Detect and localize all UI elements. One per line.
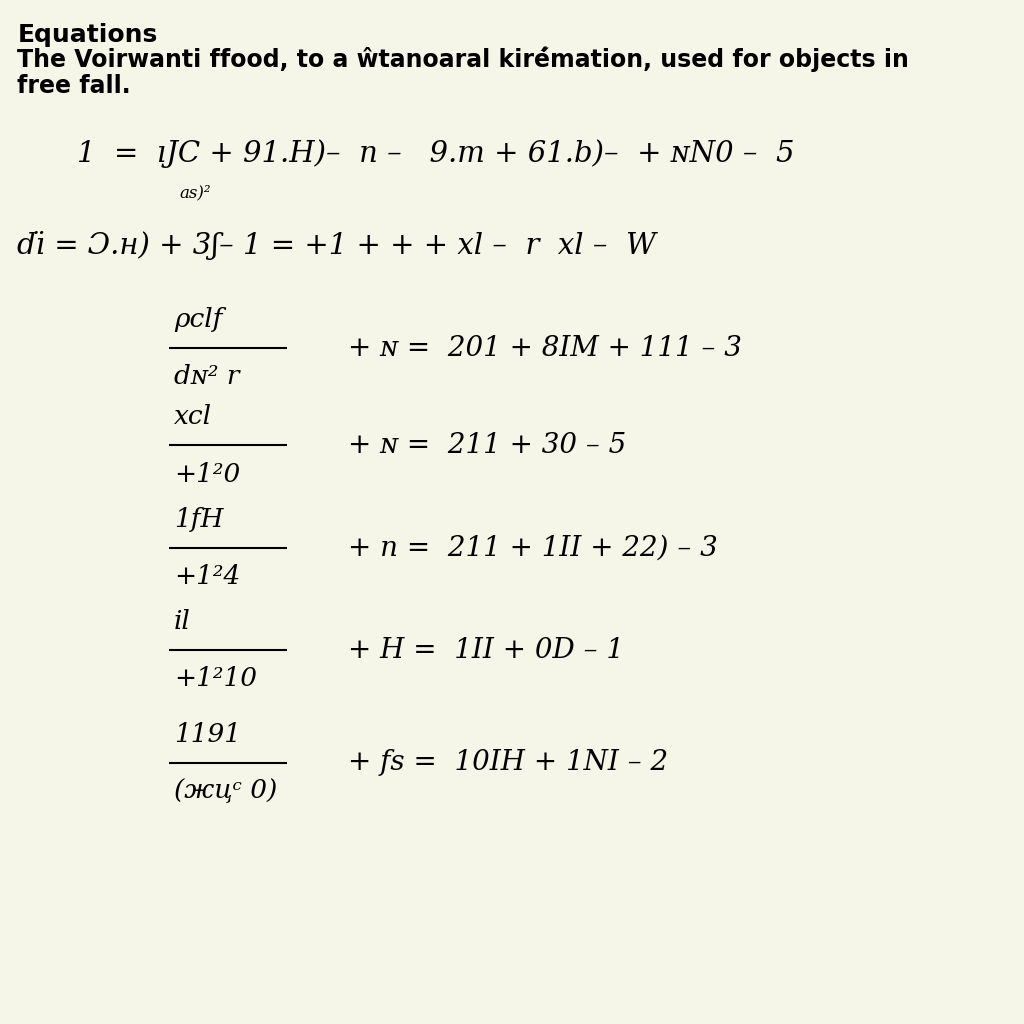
Text: The Voirwanti ffood, to a ŵtanoaral kiré́mation, used for objects in: The Voirwanti ffood, to a ŵtanoaral kiré…	[17, 46, 909, 72]
Text: dı̈ = Ɔ.н) + 3ʃ– 1 = +1 + + + xl –  r  xl –  W: dı̈ = Ɔ.н) + 3ʃ– 1 = +1 + + + xl – r xl …	[17, 231, 656, 260]
Text: +1²4: +1²4	[174, 564, 241, 589]
Text: + fs =  10IH + 1NI – 2: + fs = 10IH + 1NI – 2	[348, 750, 669, 776]
Text: + ɴ =  211 + 30 – 5: + ɴ = 211 + 30 – 5	[348, 432, 627, 459]
Text: + ɴ =  201 + 8IM + 111 – 3: + ɴ = 201 + 8IM + 111 – 3	[348, 335, 742, 361]
Text: ρclf: ρclf	[174, 307, 222, 332]
Text: 1  =  ıJC + 91.Н)–  n –   9.m + 61.b)–  + ɴN0 –  5: 1 = ıJC + 91.Н)– n – 9.m + 61.b)– + ɴN0 …	[77, 139, 795, 168]
Text: dɴ² r: dɴ² r	[174, 365, 240, 389]
Text: + n =  211 + 1II + 22) – 3: + n = 211 + 1II + 22) – 3	[348, 535, 718, 561]
Text: Equations: Equations	[17, 23, 158, 46]
Text: 1191: 1191	[174, 722, 241, 746]
Text: il: il	[174, 609, 190, 634]
Text: +1²10: +1²10	[174, 667, 257, 691]
Text: as)²: as)²	[179, 184, 211, 201]
Text: + H =  1II + 0D – 1: + H = 1II + 0D – 1	[348, 637, 625, 664]
Text: free fall.: free fall.	[17, 74, 131, 97]
Text: 1fH: 1fH	[174, 507, 223, 531]
Text: xcl: xcl	[174, 404, 212, 429]
Text: +1²0: +1²0	[174, 462, 241, 486]
Text: (жцᶜ 0): (жцᶜ 0)	[174, 779, 278, 804]
